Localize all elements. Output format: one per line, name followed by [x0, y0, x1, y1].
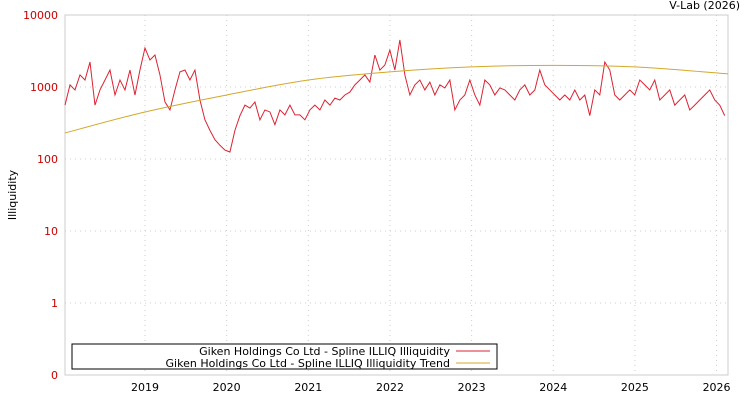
x-tick-label: 2021	[294, 381, 322, 394]
y-tick-label: 1	[51, 297, 58, 310]
credit-label: V-Lab (2026)	[669, 0, 740, 12]
legend-label-illiquidity: Giken Holdings Co Ltd - Spline ILLIQ Ill…	[199, 345, 450, 358]
x-tick-label: 2023	[458, 381, 486, 394]
x-tick-label: 2022	[376, 381, 404, 394]
y-tick-label: 10	[44, 225, 58, 238]
y-tick-label: 100	[37, 153, 58, 166]
plot-area	[64, 14, 729, 376]
y-tick-label: 10000	[23, 9, 58, 22]
trend-series-line	[64, 64, 729, 134]
y-axis-label: Illiquidity	[6, 169, 19, 220]
y-tick-label: 0	[51, 369, 58, 382]
legend-box	[71, 343, 498, 370]
legend-label-trend: Giken Holdings Co Ltd - Spline ILLIQ Ill…	[166, 357, 450, 370]
legend: Giken Holdings Co Ltd - Spline ILLIQ Ill…	[71, 343, 498, 370]
x-tick-label: 2019	[131, 381, 159, 394]
illiquidity-series-line	[64, 39, 726, 153]
x-tick-label: 2026	[703, 381, 731, 394]
x-tick-label: 2020	[213, 381, 241, 394]
x-tick-label: 2025	[621, 381, 649, 394]
y-tick-label: 1000	[30, 81, 58, 94]
x-tick-label: 2024	[539, 381, 567, 394]
